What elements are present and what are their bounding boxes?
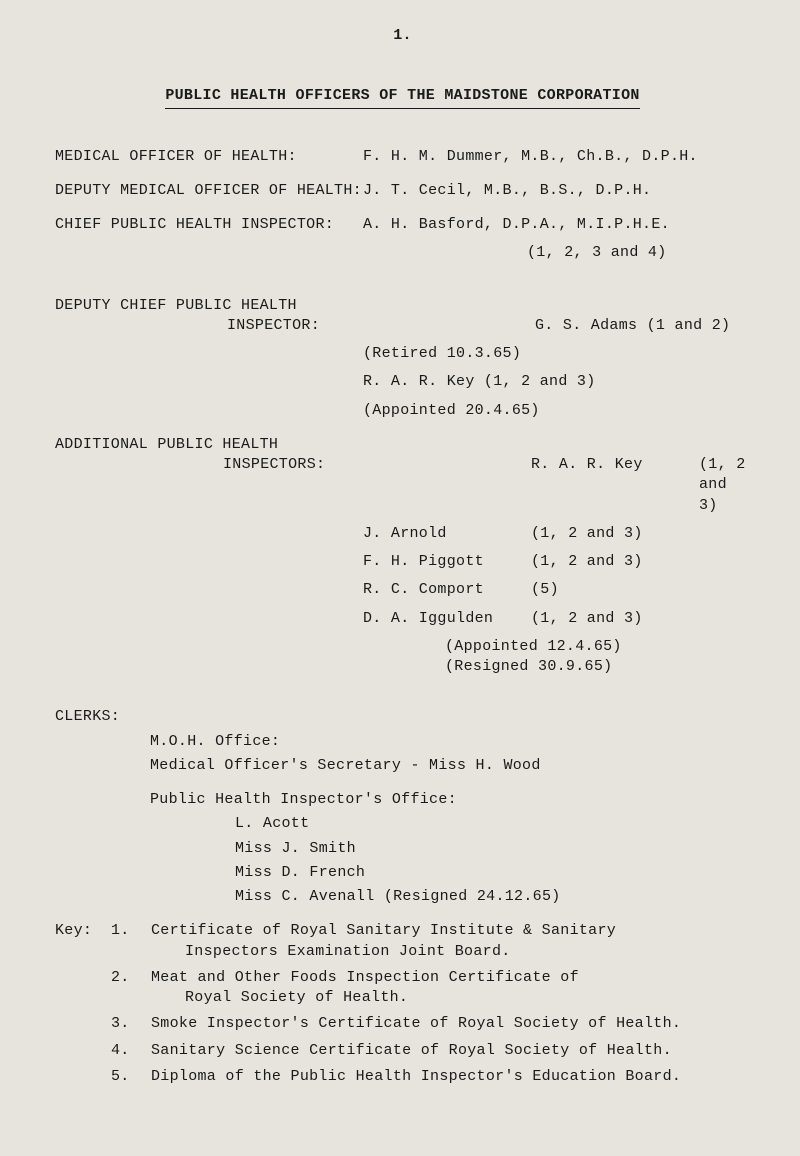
key-row: 2. Meat and Other Foods Inspection Certi… [55, 968, 750, 988]
aphi-note: (Appointed 12.4.65) [55, 637, 750, 657]
dcphi-value: G. S. Adams (1 and 2) [535, 316, 750, 336]
officer-value: A. H. Basford, D.P.A., M.I.P.H.E. [363, 215, 750, 235]
key-num: 5. [111, 1067, 151, 1087]
clerk-person: L. Acott [55, 814, 750, 834]
officer-label: DEPUTY MEDICAL OFFICER OF HEALTH: [55, 181, 363, 201]
insp-code: (1, 2 and 3) [699, 455, 750, 516]
key-text: Certificate of Royal Sanitary Institute … [151, 921, 750, 941]
insp-code: (5) [531, 580, 750, 600]
insp-code: (1, 2 and 3) [531, 552, 750, 572]
clerks-heading: CLERKS: [55, 707, 750, 727]
insp-name: F. H. Piggott [363, 552, 531, 572]
dcphi-row: (Retired 10.3.65) [55, 344, 750, 364]
officer-sub: (1, 2, 3 and 4) [363, 243, 750, 263]
aphi-row: R. C. Comport (5) [55, 580, 750, 600]
key-text: Diploma of the Public Health Inspector's… [151, 1067, 750, 1087]
dcphi-row: INSPECTOR: G. S. Adams (1 and 2) [55, 316, 750, 336]
officer-row-moh: MEDICAL OFFICER OF HEALTH: F. H. M. Dumm… [55, 147, 750, 167]
insp-name: R. C. Comport [363, 580, 531, 600]
clerk-person: Miss D. French [55, 863, 750, 883]
dcphi-row: R. A. R. Key (1, 2 and 3) [55, 372, 750, 392]
insp-name: J. Arnold [363, 524, 531, 544]
insp-code: (1, 2 and 3) [531, 609, 750, 629]
key-heading: Key: [55, 921, 111, 941]
key-text: Sanitary Science Certificate of Royal So… [151, 1041, 750, 1061]
insp-code: (1, 2 and 3) [531, 524, 750, 544]
key-text-sub: Royal Society of Health. [55, 988, 750, 1008]
aphi-row: J. Arnold (1, 2 and 3) [55, 524, 750, 544]
dcphi-value: R. A. R. Key (1, 2 and 3) [363, 372, 750, 392]
officer-row-cphi: CHIEF PUBLIC HEALTH INSPECTOR: A. H. Bas… [55, 215, 750, 235]
key-text: Smoke Inspector's Certificate of Royal S… [151, 1014, 750, 1034]
dcphi-value: (Appointed 20.4.65) [363, 401, 750, 421]
dcphi-label1: DEPUTY CHIEF PUBLIC HEALTH [55, 296, 750, 316]
officer-label: CHIEF PUBLIC HEALTH INSPECTOR: [55, 215, 363, 235]
insp-name: R. A. R. Key [531, 455, 699, 516]
key-row: 4. Sanitary Science Certificate of Royal… [55, 1041, 750, 1061]
officer-value: J. T. Cecil, M.B., B.S., D.P.H. [363, 181, 750, 201]
key-row: Key: 1. Certificate of Royal Sanitary In… [55, 921, 750, 941]
key-row: 3. Smoke Inspector's Certificate of Roya… [55, 1014, 750, 1034]
key-num: 3. [111, 1014, 151, 1034]
aphi-note: (Resigned 30.9.65) [55, 657, 750, 677]
clerk-person: Miss J. Smith [55, 839, 750, 859]
aphi-label1: ADDITIONAL PUBLIC HEALTH [55, 435, 750, 455]
key-row: 5. Diploma of the Public Health Inspecto… [55, 1067, 750, 1087]
aphi-row: INSPECTORS: R. A. R. Key (1, 2 and 3) [55, 455, 750, 516]
key-text: Meat and Other Foods Inspection Certific… [151, 968, 750, 988]
clerks-moh-office: M.O.H. Office: [55, 732, 750, 752]
dcphi-row: (Appointed 20.4.65) [55, 401, 750, 421]
insp-name: D. A. Iggulden [363, 609, 531, 629]
document-title: PUBLIC HEALTH OFFICERS OF THE MAIDSTONE … [165, 86, 639, 108]
officer-row-cphi-sub: (1, 2, 3 and 4) [55, 243, 750, 263]
key-num: 2. [111, 968, 151, 988]
key-text-sub: Inspectors Examination Joint Board. [55, 942, 750, 962]
aphi-row: D. A. Iggulden (1, 2 and 3) [55, 609, 750, 629]
officer-label: MEDICAL OFFICER OF HEALTH: [55, 147, 363, 167]
key-num: 4. [111, 1041, 151, 1061]
page-number: 1. [55, 26, 750, 46]
officer-value: F. H. M. Dummer, M.B., Ch.B., D.P.H. [363, 147, 750, 167]
dcphi-label2: INSPECTOR: [55, 316, 535, 336]
clerk-person: Miss C. Avenall (Resigned 24.12.65) [55, 887, 750, 907]
clerks-sec: Medical Officer's Secretary - Miss H. Wo… [55, 756, 750, 776]
officer-row-dmoh: DEPUTY MEDICAL OFFICER OF HEALTH: J. T. … [55, 181, 750, 201]
aphi-row: F. H. Piggott (1, 2 and 3) [55, 552, 750, 572]
clerks-phi-office: Public Health Inspector's Office: [55, 790, 750, 810]
title-wrap: PUBLIC HEALTH OFFICERS OF THE MAIDSTONE … [55, 86, 750, 108]
key-num: 1. [111, 921, 151, 941]
aphi-label2: INSPECTORS: [55, 455, 531, 516]
dcphi-value: (Retired 10.3.65) [363, 344, 750, 364]
